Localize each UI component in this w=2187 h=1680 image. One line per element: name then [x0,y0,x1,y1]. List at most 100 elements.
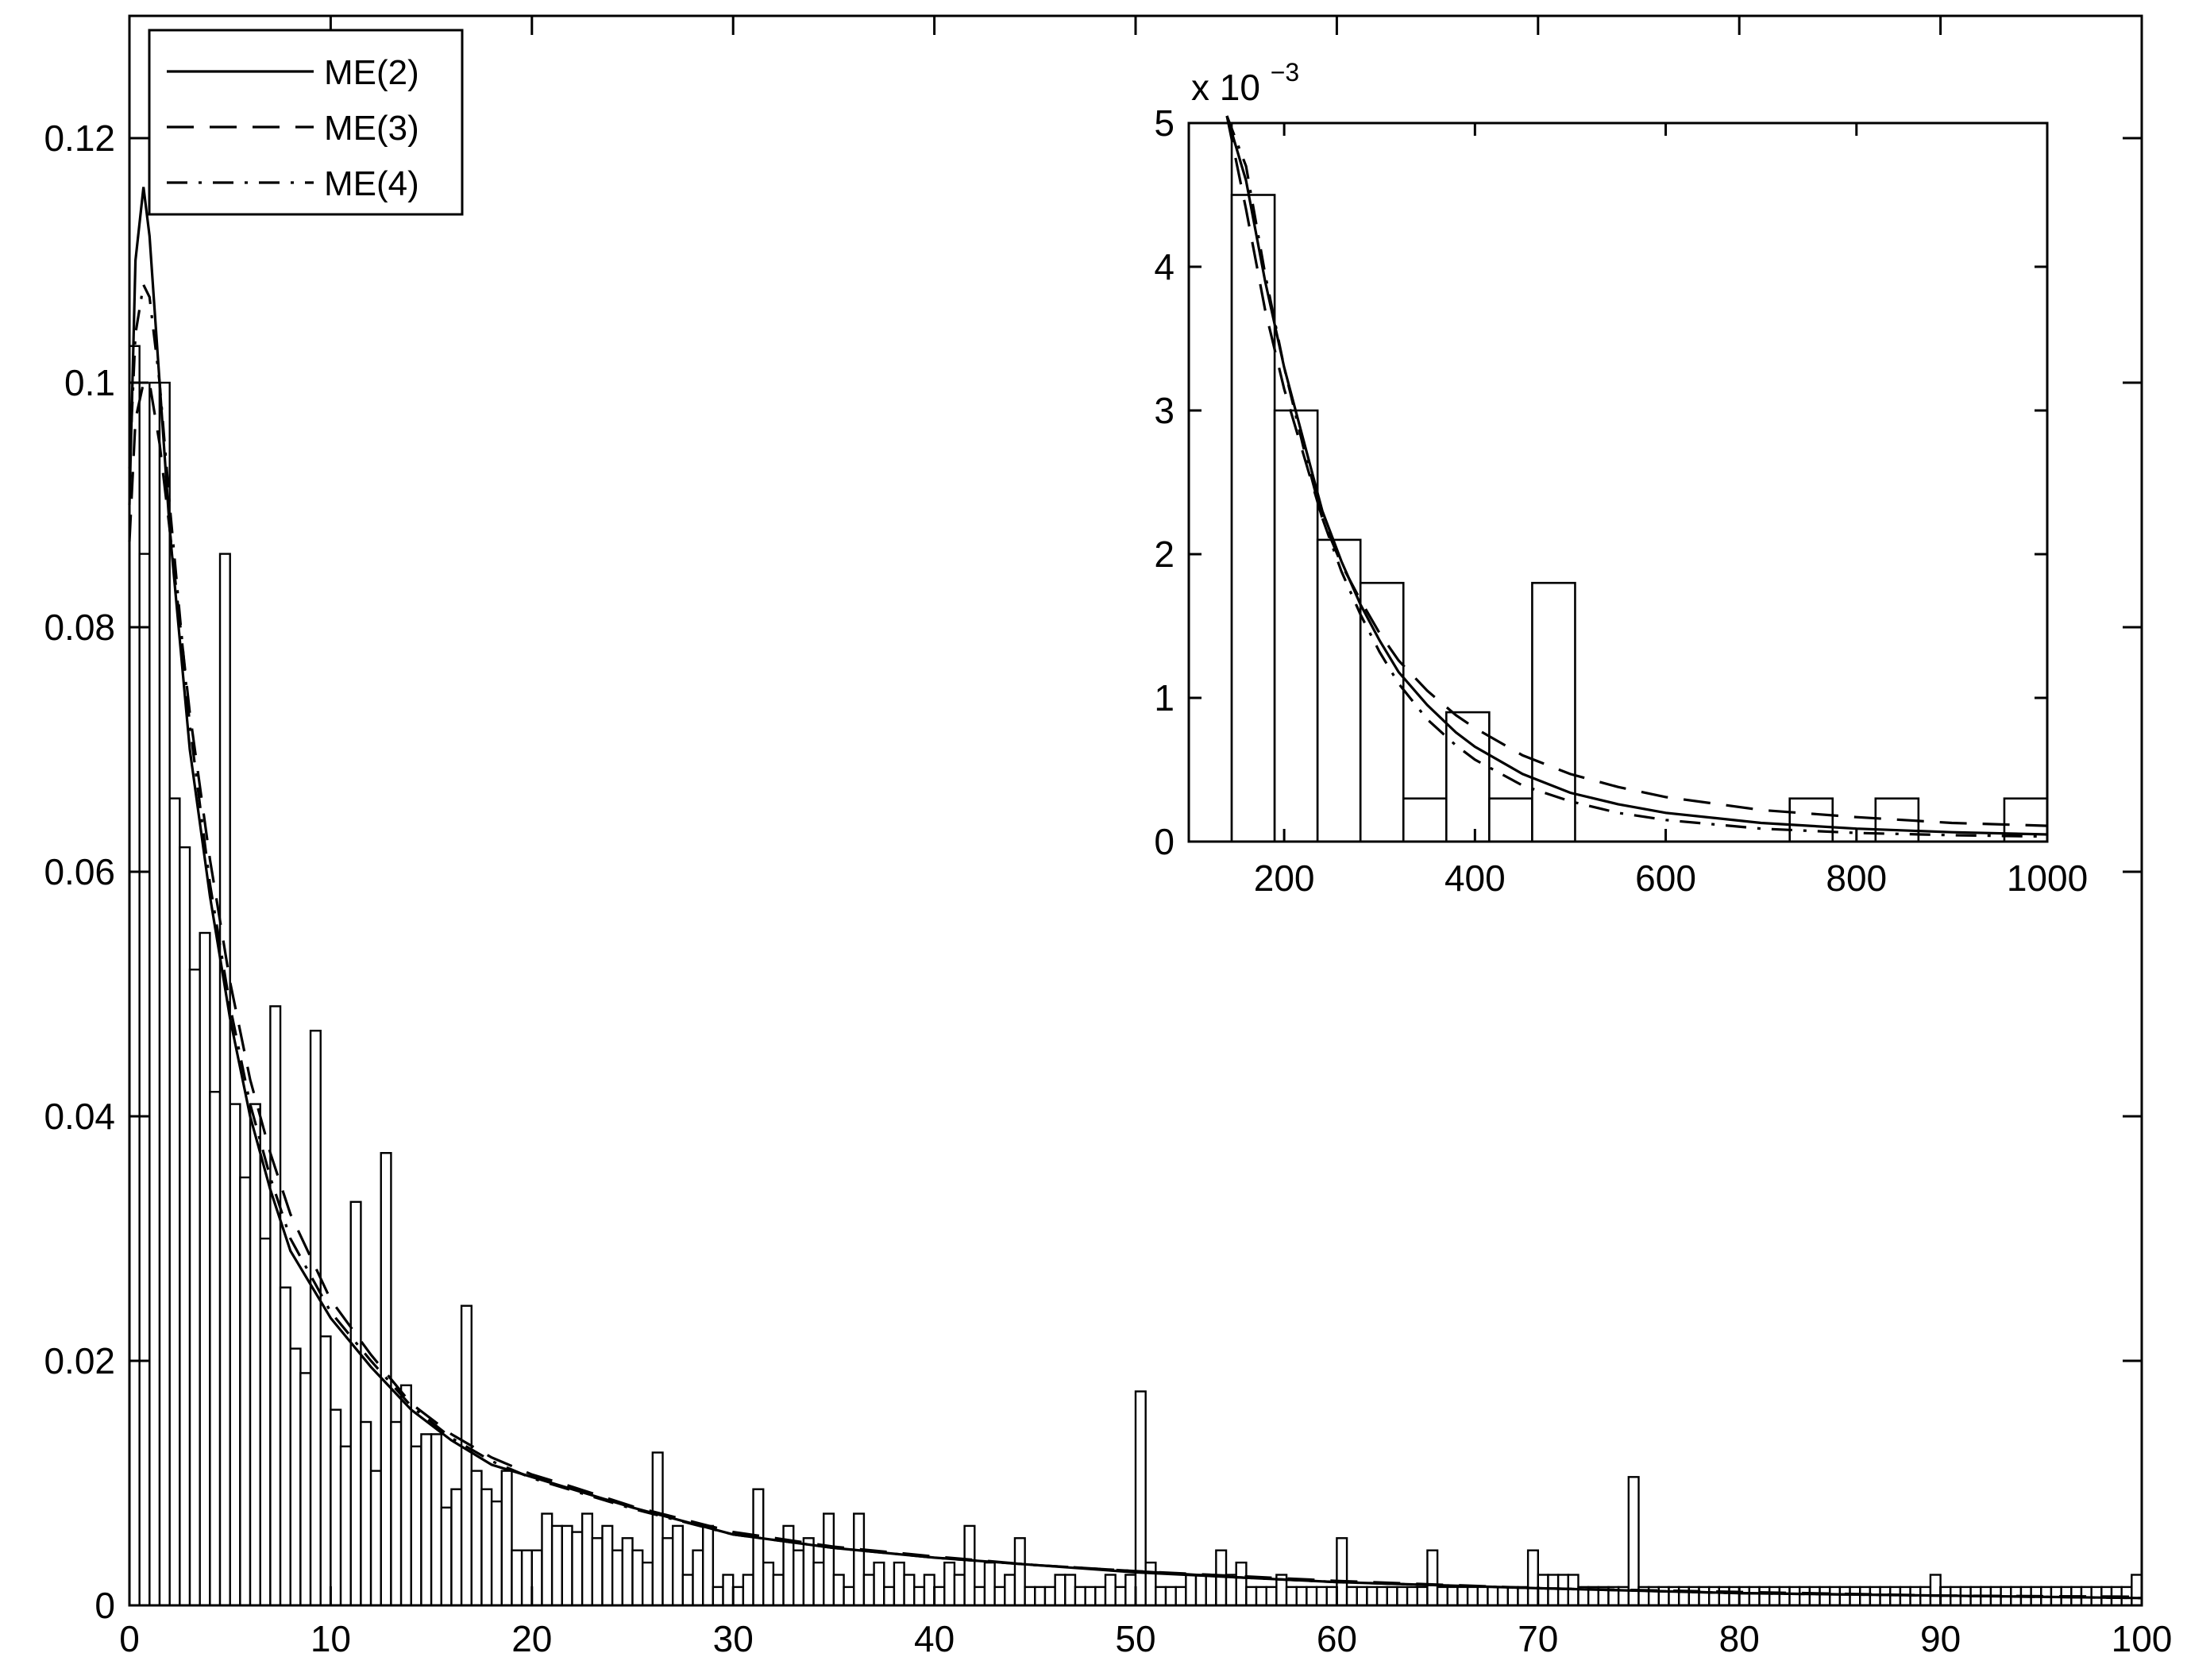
main-histogram-bar [369,1470,382,1607]
main-histogram-bar [671,1524,685,1607]
main-histogram-bar [993,1586,1006,1607]
main-histogram-bar [158,381,171,1607]
inset-histogram-bar [1488,797,1533,843]
main-histogram-bar [1748,1586,1761,1607]
main-histogram-bar [1004,1574,1016,1607]
main-histogram-bar [2131,1574,2143,1607]
main-histogram-bar [832,1574,845,1607]
main-histogram-bar [1094,1586,1107,1607]
inset-histogram-bar [1187,121,1233,843]
main-histogram-bar [1838,1586,1851,1607]
main-histogram-bar [1325,1586,1338,1607]
inset-plot-area: 200 400 600 800 1000 0 1 2 3 4 5 x 10 −3 [1154,58,2088,899]
main-histogram-bar [530,1549,543,1607]
main-histogram-bar [319,1335,332,1607]
main-y-axis: 0 0.02 0.04 0.06 0.08 0.1 0.12 [44,118,2142,1626]
main-histogram-bar [1084,1586,1097,1607]
main-histogram-bar [199,931,211,1607]
main-histogram-bar [511,1549,523,1607]
main-histogram-bar [571,1531,584,1607]
main-histogram-bar [933,1586,946,1607]
main-x-tick-label: 30 [713,1618,754,1659]
inset-axes-frame [1187,121,2049,843]
main-histogram-bar [722,1574,735,1607]
main-histogram-bar [1859,1586,1872,1607]
main-histogram-bar [943,1561,956,1607]
main-histogram-bar [762,1561,775,1607]
main-x-axis: 0 10 20 30 40 50 60 70 80 90 100 [119,16,2172,1659]
main-histogram-bar [390,1420,403,1607]
main-histogram-bar [1506,1586,1519,1607]
main-histogram-bar [1194,1574,1207,1607]
inset-y-tick-label: 1 [1154,677,1174,719]
main-histogram-bar [1738,1586,1751,1607]
main-histogram-bar [621,1537,634,1607]
main-histogram-bar [641,1561,654,1607]
main-histogram-bar [591,1537,604,1607]
main-histogram-bar [500,1470,513,1607]
main-y-tick-label: 0.1 [64,362,115,403]
main-histogram-bar [450,1488,463,1607]
main-histogram-bar [1707,1586,1721,1607]
main-histogram-bar [460,1304,472,1607]
inset-y-axis: 0 1 2 3 4 5 [1154,102,2047,862]
main-histogram-bar [1315,1586,1328,1607]
main-histogram-bar [138,553,151,1607]
main-histogram-bar [1758,1586,1771,1607]
main-histogram-bar [339,1445,352,1607]
main-histogram-bar [1164,1586,1177,1607]
main-histogram-bar [1829,1586,1842,1607]
main-histogram-bar [823,1512,835,1607]
main-histogram-bar [1406,1586,1418,1607]
main-histogram-bar [1537,1574,1549,1607]
main-histogram-bar [1416,1586,1429,1607]
main-histogram-bar [148,381,161,1607]
main-histogram-bar [410,1445,422,1607]
main-histogram-bar [793,1549,805,1607]
inset-curve-me3 [1225,115,2048,827]
main-histogram-bar [1788,1586,1801,1607]
main-histogram-bar [1808,1586,1821,1607]
main-histogram-bar [470,1470,483,1607]
inset-y-multiplier-base: x 10 [1191,67,1260,108]
inset-histogram-bar [1359,581,1405,843]
main-histogram-bar [1235,1561,1248,1607]
main-histogram-bar [782,1524,795,1607]
inset-y-tick-label: 3 [1154,390,1174,431]
main-x-tick-label: 80 [1719,1618,1760,1659]
main-histogram-bar [601,1524,614,1607]
main-histogram-bar [1155,1586,1167,1607]
main-histogram-bar [701,1524,715,1607]
inset-histogram-bar [1316,538,1362,843]
main-histogram-bar [1225,1574,1237,1607]
main-histogram-bar [752,1488,765,1607]
main-histogram-bar [953,1574,966,1607]
main-x-tick-label: 100 [2112,1618,2173,1659]
main-y-tick-label: 0.08 [44,607,115,648]
main-density-curves [128,187,2143,1600]
main-histogram-bar [681,1574,694,1607]
main-histogram-bar [1295,1586,1308,1607]
inset-x-tick-label: 600 [1635,857,1696,899]
main-histogram-bar [1446,1586,1459,1607]
main-y-tick-label: 0.04 [44,1096,115,1137]
main-histogram-bar [1174,1586,1187,1607]
main-histogram-bar [974,1586,986,1607]
main-histogram-bar [1255,1586,1267,1607]
main-histogram-bar [1265,1586,1278,1607]
main-histogram-bar [883,1586,896,1607]
main-histogram-bar [349,1200,362,1607]
inset-histogram-bar [1402,797,1448,843]
main-histogram-bar [299,1372,312,1607]
main-histogram-bar [520,1549,534,1607]
inset-histogram-bar [1788,797,1834,843]
main-histogram-bar [1024,1586,1036,1607]
main-histogram-bar [1849,1586,1861,1607]
main-histogram-bar [662,1537,674,1607]
main-histogram-bar [1124,1574,1137,1607]
legend-entry-label: ME(2) [324,53,419,92]
main-histogram-bar [1074,1586,1086,1607]
main-histogram-bar [1285,1586,1298,1607]
main-histogram-bar [611,1549,624,1607]
